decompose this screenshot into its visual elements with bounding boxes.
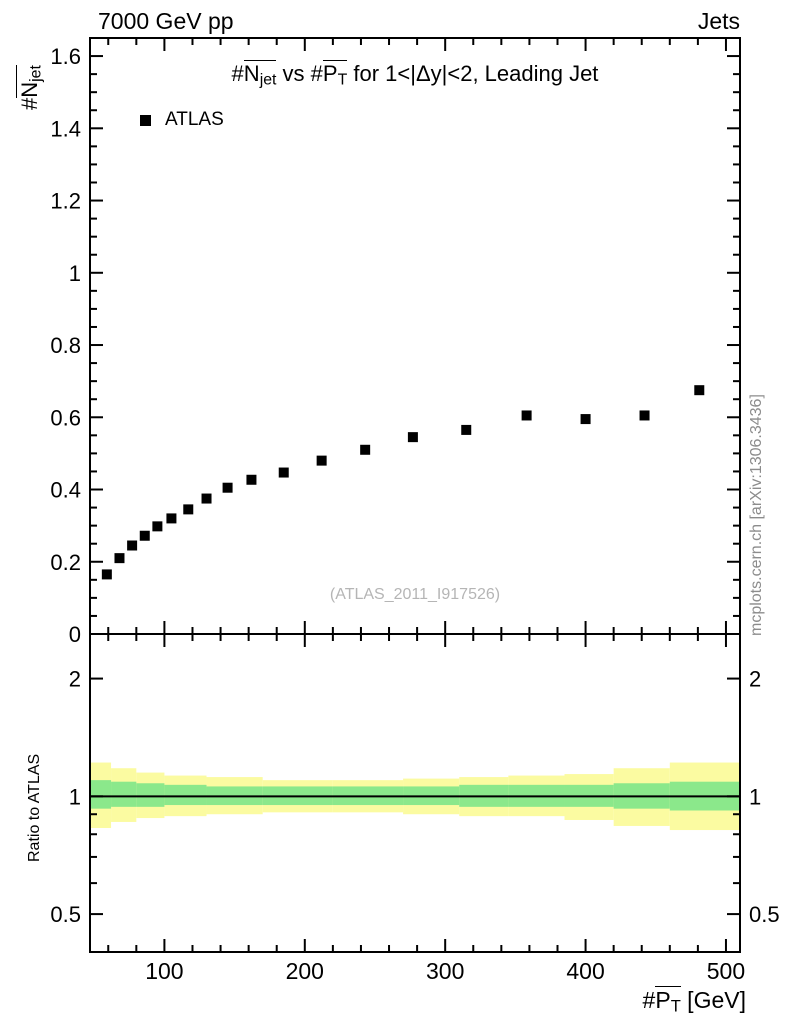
data-point	[101, 569, 112, 580]
data-point	[222, 482, 233, 493]
svg-text:2: 2	[749, 667, 761, 692]
data-point	[461, 424, 472, 435]
data-point	[639, 410, 650, 421]
svg-text:200: 200	[286, 958, 324, 984]
title-hash-1: #	[231, 61, 244, 86]
x-axis-title: #PT [GeV]	[642, 986, 746, 1016]
svg-text:0.4: 0.4	[50, 478, 81, 503]
svg-text:0.5: 0.5	[50, 902, 81, 927]
svg-text:100: 100	[145, 958, 183, 984]
x-axis-unit: [GeV]	[680, 987, 746, 1013]
data-point	[521, 410, 532, 421]
data-point	[694, 385, 705, 396]
svg-text:400: 400	[566, 958, 604, 984]
title-hash-2: #	[310, 61, 323, 86]
data-point	[407, 432, 418, 443]
svg-text:1: 1	[749, 784, 761, 809]
axis-ticks	[90, 38, 740, 953]
svg-text:0.5: 0.5	[749, 902, 780, 927]
data-points	[101, 385, 705, 580]
axis-tick-labels: 0 0.2 0.4 0.6 0.8 1 1.2 1.4 1.6 0.5 0.5 1 1 2 2 100 200 3…	[50, 44, 779, 984]
data-point	[278, 467, 289, 478]
data-point	[114, 553, 125, 564]
data-point	[166, 513, 177, 524]
atlas-data-marker	[140, 114, 151, 126]
svg-text:1.6: 1.6	[50, 44, 81, 69]
mcplots-credit: mcplots.cern.ch [arXiv:1306.3436]	[748, 394, 765, 636]
data-point	[360, 444, 371, 455]
svg-text:1: 1	[69, 784, 81, 809]
svg-text:2: 2	[69, 667, 81, 692]
title-tail: for 1<|Δy|<2, Leading Jet	[347, 61, 599, 86]
data-point	[316, 455, 327, 466]
y-axis-title: #Njet	[16, 65, 46, 110]
plot-title: #Njet vs #PT for 1<|Δy|<2, Leading Jet	[90, 60, 740, 89]
ratio-panel-frame	[89, 633, 741, 953]
title-mid: vs	[276, 61, 311, 86]
svg-text:1.2: 1.2	[50, 189, 81, 214]
analysis-id-watermark: (ATLAS_2011_I917526)	[329, 586, 501, 603]
data-point	[139, 530, 150, 541]
data-point	[152, 521, 163, 532]
svg-text:0.8: 0.8	[50, 333, 81, 358]
data-point	[246, 474, 257, 485]
data-point	[580, 414, 591, 425]
svg-text:0.2: 0.2	[50, 550, 81, 575]
xaxis-pt-symbol: PT	[655, 986, 681, 1016]
ratio-axis-title: Ratio to ATLAS	[26, 753, 43, 862]
svg-text:1: 1	[69, 261, 81, 286]
title-pt-symbol: PT	[322, 60, 348, 89]
data-point	[127, 540, 138, 551]
svg-text:0: 0	[69, 622, 81, 647]
title-njet-symbol: Njet	[243, 60, 277, 89]
svg-text:300: 300	[426, 958, 464, 984]
data-point	[201, 493, 212, 504]
beam-energy-label: 7000 GeV pp	[98, 8, 234, 34]
svg-text:0.6: 0.6	[50, 405, 81, 430]
data-point	[183, 504, 194, 515]
analysis-group-label: Jets	[697, 8, 740, 34]
legend-label-atlas: ATLAS	[165, 109, 224, 130]
svg-text:500: 500	[707, 958, 745, 984]
svg-text:1.4: 1.4	[50, 116, 81, 141]
yaxis-njet-symbol: Njet	[16, 65, 46, 98]
legend: ATLAS	[140, 109, 224, 131]
panel-frames	[89, 37, 741, 953]
